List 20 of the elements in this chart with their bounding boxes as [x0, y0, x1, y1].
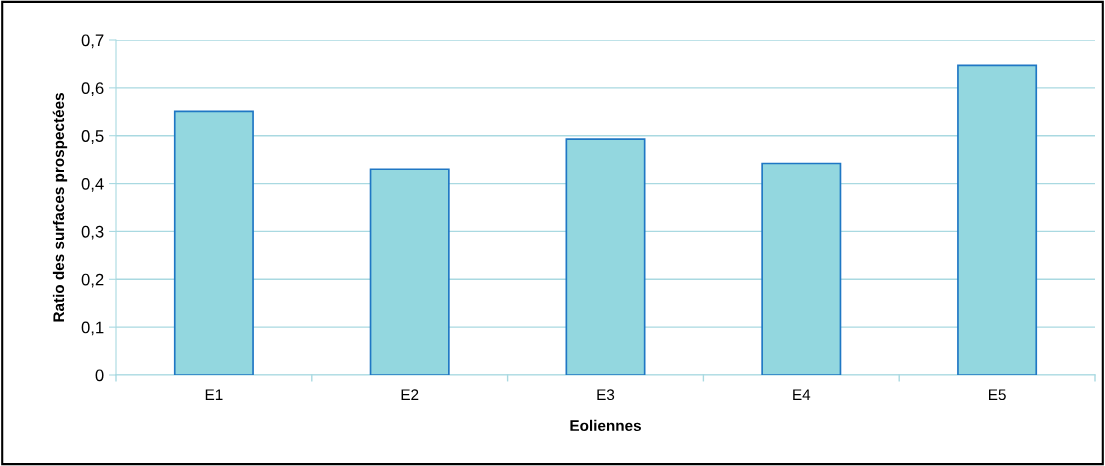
bar: [565, 138, 646, 375]
x-tick-label: E5: [989, 389, 1006, 401]
x-axis-title: Eoliennes: [570, 419, 641, 432]
y-tick-label: 0,5: [81, 130, 104, 144]
y-tick-label: 0,2: [81, 273, 104, 288]
x-tick-label: E4: [793, 389, 811, 400]
bar: [761, 162, 842, 375]
y-tick-label: 0,7: [81, 34, 104, 49]
y-tick-label: 0,1: [81, 321, 104, 336]
y-tick-label: 0: [95, 369, 104, 382]
x-tick-label: E2: [401, 389, 419, 400]
y-tick-label: 0,6: [81, 82, 104, 97]
y-tick-label: 0,4: [81, 177, 104, 192]
x-tick-label: E1: [205, 389, 223, 400]
y-tick-label: 0,3: [81, 225, 104, 240]
bar: [369, 168, 450, 375]
x-tick-label: E3: [597, 389, 615, 401]
bar: [957, 64, 1038, 375]
bar: [173, 110, 254, 375]
y-axis-title: Ratio des surfaces prospectées: [52, 93, 68, 322]
